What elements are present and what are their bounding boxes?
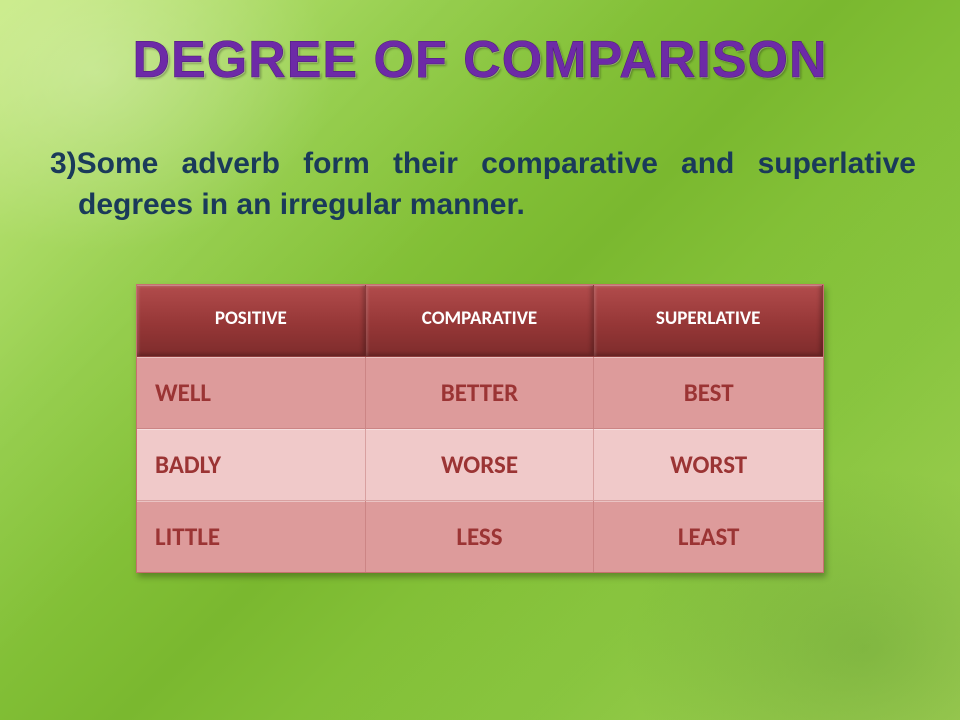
table-cell: BADLY — [137, 429, 366, 501]
table-header-superlative: SUPERLATIVE — [594, 285, 823, 357]
page-title: DEGREE OF COMPARISON — [0, 30, 960, 90]
subtitle: 3)Some adverb form their comparative and… — [44, 144, 916, 225]
table-header-comparative: COMPARATIVE — [366, 285, 595, 357]
table-cell: WELL — [137, 357, 366, 429]
table-cell: BEST — [594, 357, 823, 429]
table-cell: LEAST — [594, 501, 823, 572]
comparison-table: POSITIVE COMPARATIVE SUPERLATIVE WELL BE… — [136, 284, 824, 573]
table-cell: WORSE — [366, 429, 595, 501]
table-header-positive: POSITIVE — [137, 285, 366, 357]
table-cell: LITTLE — [137, 501, 366, 572]
table-cell: LESS — [366, 501, 595, 572]
table-cell: BETTER — [366, 357, 595, 429]
subtitle-line1: 3)Some adverb form their comparative and — [50, 147, 734, 180]
table-cell: WORST — [594, 429, 823, 501]
